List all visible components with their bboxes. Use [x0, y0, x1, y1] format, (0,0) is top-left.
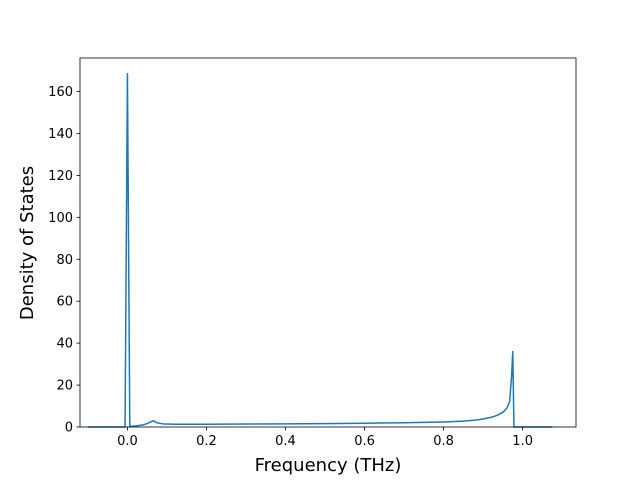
- dos-series-line-0: [87, 72, 553, 428]
- x-tick-label: 0.4: [275, 434, 296, 449]
- x-tick-label: 0.2: [196, 434, 217, 449]
- plot-frame: [79, 57, 577, 428]
- x-axis-title: Frequency (THz): [255, 455, 402, 476]
- y-tick-label: 100: [48, 211, 73, 226]
- y-tick-label: 60: [56, 295, 73, 310]
- y-tick-label: 80: [56, 253, 73, 268]
- y-tick-label: 0: [65, 421, 73, 436]
- y-axis-title: Density of States: [17, 166, 38, 320]
- x-tick-label: 0.0: [117, 434, 138, 449]
- x-tick-label: 0.6: [354, 434, 375, 449]
- x-tick-label: 0.8: [433, 434, 454, 449]
- y-tick-label: 140: [48, 127, 73, 142]
- y-tick-label: 120: [48, 169, 73, 184]
- x-tick-label: 1.0: [512, 434, 533, 449]
- y-tick-label: 20: [56, 379, 73, 394]
- y-tick-label: 160: [48, 85, 73, 100]
- y-tick-label: 40: [56, 337, 73, 352]
